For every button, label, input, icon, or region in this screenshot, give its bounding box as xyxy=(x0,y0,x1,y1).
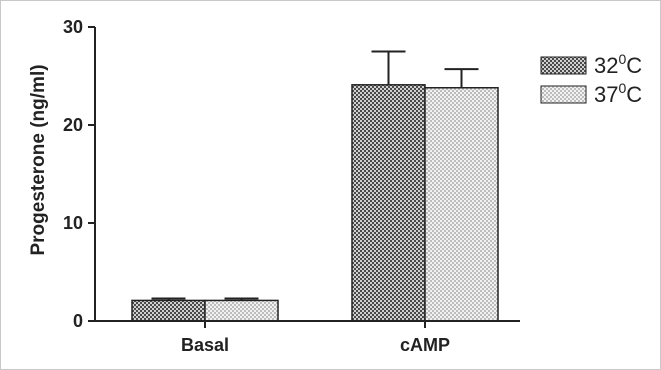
legend-item: 370C xyxy=(540,80,642,107)
y-axis: 0 10 20 30 xyxy=(63,17,96,331)
legend-label: 370C xyxy=(594,80,642,107)
bar xyxy=(204,299,279,322)
bar xyxy=(131,299,206,322)
y-tick-label: 0 xyxy=(73,311,83,331)
legend-label-superscript: 0 xyxy=(618,51,626,67)
x-category-label: cAMP xyxy=(400,335,450,355)
legend-label-unit: C xyxy=(626,82,642,107)
legend-swatch xyxy=(540,56,587,75)
bars-group xyxy=(131,50,499,322)
legend-item: 320C xyxy=(540,51,642,78)
x-axis: Basal cAMP xyxy=(95,320,520,355)
legend-label-unit: C xyxy=(626,53,642,78)
x-category-label: Basal xyxy=(181,335,229,355)
legend-label-value: 32 xyxy=(594,53,618,78)
y-axis-title: Progesterone (ng/ml) xyxy=(28,64,49,255)
bar xyxy=(424,87,499,322)
bar xyxy=(351,84,426,322)
y-tick-label: 30 xyxy=(63,17,83,37)
legend-label: 320C xyxy=(594,51,642,78)
legend-swatch xyxy=(540,85,587,104)
y-tick-label: 10 xyxy=(63,213,83,233)
legend-label-value: 37 xyxy=(594,82,618,107)
legend-label-superscript: 0 xyxy=(618,80,626,96)
y-tick-label: 20 xyxy=(63,115,83,135)
